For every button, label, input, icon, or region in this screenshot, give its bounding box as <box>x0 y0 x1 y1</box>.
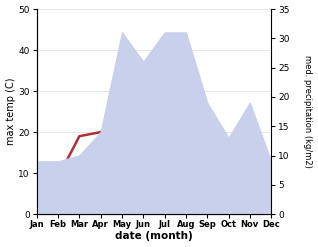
Y-axis label: med. precipitation (kg/m2): med. precipitation (kg/m2) <box>303 55 313 168</box>
X-axis label: date (month): date (month) <box>115 231 193 242</box>
Y-axis label: max temp (C): max temp (C) <box>5 78 16 145</box>
